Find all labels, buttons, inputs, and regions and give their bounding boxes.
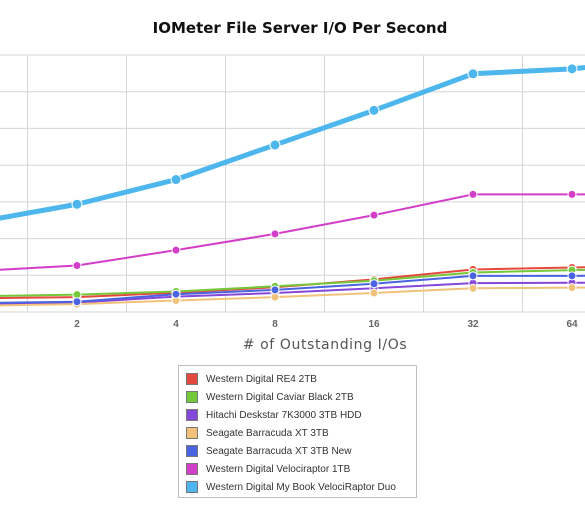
data-point [270,229,280,239]
data-point [468,189,478,199]
series-line [0,268,585,297]
data-point [171,245,181,255]
series-line [0,65,585,221]
data-point [72,297,82,307]
line-chart: 2 4 8 16 32 64 # of Outstanding I/Os [0,54,585,353]
legend-swatch [186,373,198,385]
data-point [71,198,83,210]
data-point [369,288,379,298]
legend-label: Seagate Barracuda XT 3TB New [206,445,352,457]
legend-item: Western Digital Caviar Black 2TB [186,388,416,406]
x-tick-labels: 2 4 8 16 32 64 [74,319,578,330]
legend-swatch [186,463,198,475]
data-point [369,279,379,289]
data-point [566,63,578,75]
legend-label: Hitachi Deskstar 7K3000 3TB HDD [206,409,362,421]
data-point [72,261,82,271]
data-point [270,285,280,295]
series-line [0,286,585,307]
data-point [567,283,577,293]
legend-label: Seagate Barracuda XT 3TB [206,427,329,439]
data-point [270,292,280,302]
series-group [0,189,585,271]
legend-item: Seagate Barracuda XT 3TB New [186,442,416,460]
legend-item: Western Digital Velociraptor 1TB [186,460,416,478]
series-lines [0,63,585,309]
x-tick-label: 2 [74,319,80,330]
series-group [0,63,585,221]
x-axis-label: # of Outstanding I/Os [243,337,408,353]
legend-label: Western Digital Caviar Black 2TB [206,391,354,403]
legend-swatch [186,445,198,457]
legend-swatch [186,391,198,403]
x-tick-label: 8 [272,319,278,330]
series-line [0,193,585,271]
gridlines [0,54,585,313]
legend-item: Western Digital My Book VelociRaptor Duo [186,478,416,496]
legend-item: Seagate Barracuda XT 3TB [186,424,416,442]
data-point [468,283,478,293]
legend-swatch [186,481,198,493]
data-point [467,68,479,80]
series-line [0,281,585,305]
x-tick-label: 64 [566,319,578,330]
data-point [171,289,181,299]
data-point [468,271,478,281]
data-point [567,189,577,199]
chart-title: IOMeter File Server I/O Per Second [152,19,448,37]
legend-label: Western Digital RE4 2TB [206,373,317,385]
legend-swatch [186,427,198,439]
legend-swatch [186,409,198,421]
data-point [368,104,380,116]
legend-label: Western Digital Velociraptor 1TB [206,463,351,475]
x-tick-label: 4 [173,319,179,330]
series-line [0,274,585,304]
legend-label: Western Digital My Book VelociRaptor Duo [206,481,396,493]
data-point [269,139,281,151]
legend: Western Digital RE4 2TB Western Digital C… [178,365,417,498]
x-tick-label: 16 [368,319,380,330]
x-tick-label: 32 [467,319,479,330]
data-point [369,210,379,220]
legend-item: Hitachi Deskstar 7K3000 3TB HDD [186,406,416,424]
data-point [170,174,182,186]
series-group [0,271,585,307]
data-point [567,271,577,281]
legend-item: Western Digital RE4 2TB [186,370,416,388]
